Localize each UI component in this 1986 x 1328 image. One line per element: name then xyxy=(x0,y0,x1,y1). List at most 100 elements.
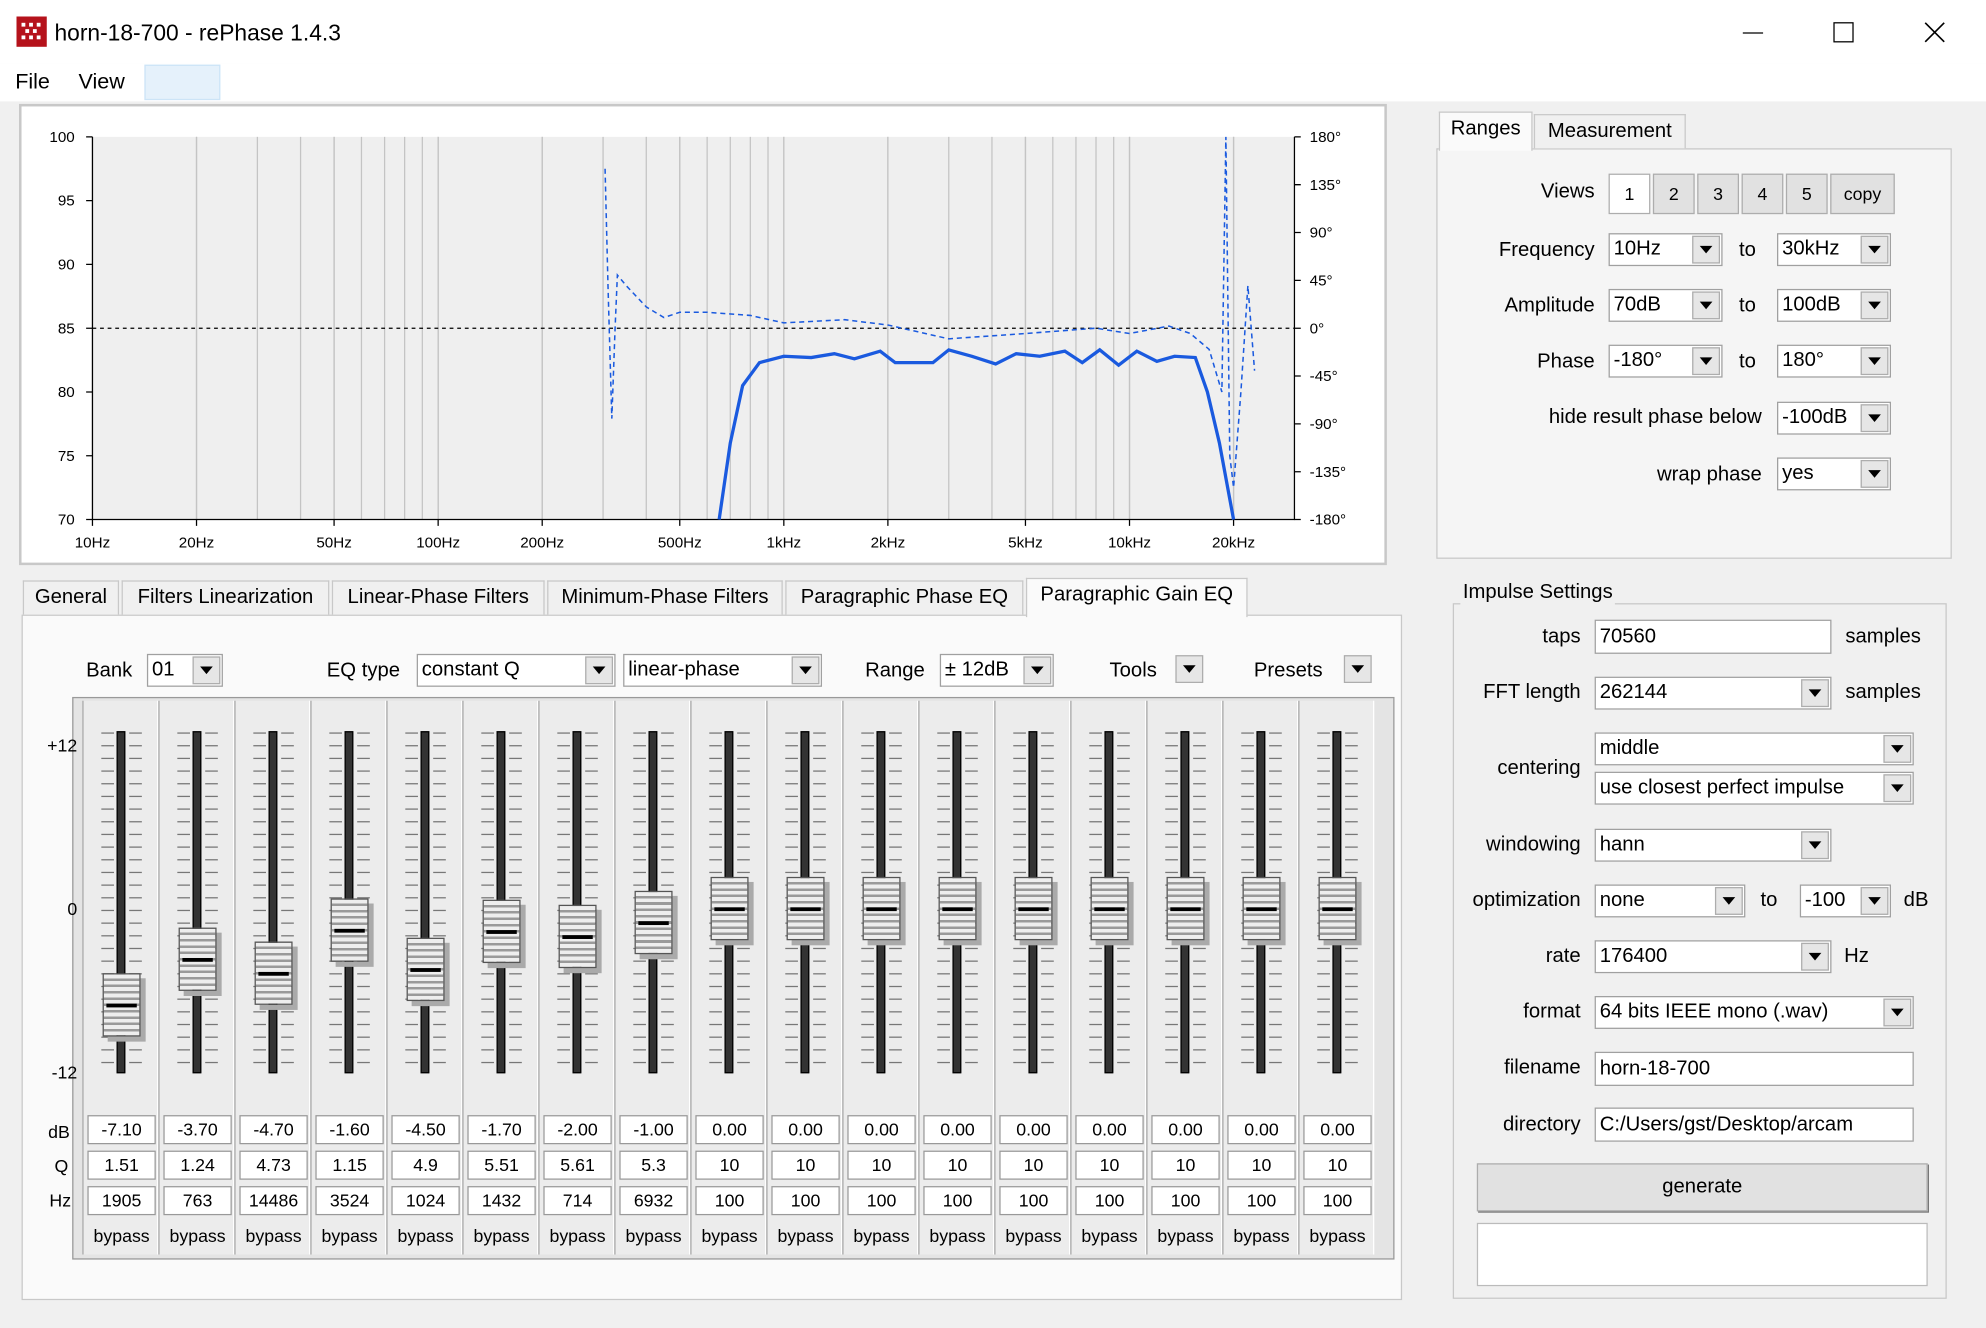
combo[interactable]: constant Q xyxy=(416,653,616,687)
dropdown-arrow[interactable] xyxy=(1860,347,1889,376)
combo[interactable]: none xyxy=(1594,884,1746,918)
slider-knob[interactable] xyxy=(786,876,825,941)
combo[interactable]: linear-phase xyxy=(623,653,823,687)
slider-knob[interactable] xyxy=(938,876,977,941)
slider-knob[interactable] xyxy=(862,876,901,941)
db-field[interactable]: 0.00 xyxy=(923,1115,992,1145)
slider-knob[interactable] xyxy=(254,940,293,1005)
hz-field[interactable]: 1024 xyxy=(391,1186,460,1216)
tab[interactable]: Linear-Phase Filters xyxy=(331,580,545,615)
bypass-toggle[interactable]: bypass xyxy=(93,1225,150,1246)
slider-knob[interactable] xyxy=(1166,876,1205,941)
hz-field[interactable]: 763 xyxy=(163,1186,232,1216)
menu-item[interactable]: View xyxy=(78,69,125,94)
dropdown-arrow[interactable] xyxy=(1883,998,1912,1027)
combo[interactable]: middle xyxy=(1594,732,1914,766)
hz-field[interactable]: 100 xyxy=(847,1186,916,1216)
q-field[interactable]: 1.51 xyxy=(87,1150,156,1180)
dropdown-arrow[interactable] xyxy=(1860,291,1889,320)
tab[interactable]: Paragraphic Phase EQ xyxy=(785,580,1024,615)
directory-field[interactable]: C:/Users/gst/Desktop/arcam xyxy=(1594,1107,1914,1142)
dropdown-arrow[interactable] xyxy=(1860,887,1889,915)
db-field[interactable]: 0.00 xyxy=(1151,1115,1220,1145)
combo[interactable]: hann xyxy=(1594,828,1832,862)
view-button[interactable]: 3 xyxy=(1697,173,1740,215)
q-field[interactable]: 1.24 xyxy=(163,1150,232,1180)
view-button[interactable]: 4 xyxy=(1741,173,1784,215)
slider-knob[interactable] xyxy=(1318,876,1357,941)
slider-knob[interactable] xyxy=(1242,876,1281,941)
hz-field[interactable]: 100 xyxy=(1303,1186,1372,1216)
hz-field[interactable]: 1905 xyxy=(87,1186,156,1216)
slider-knob[interactable] xyxy=(178,927,217,991)
view-button[interactable]: 2 xyxy=(1652,173,1695,215)
slider-knob[interactable] xyxy=(1090,876,1129,941)
combo[interactable]: 64 bits IEEE mono (.wav) xyxy=(1594,996,1914,1029)
taps-field[interactable]: 70560 xyxy=(1594,619,1832,654)
q-field[interactable]: 10 xyxy=(695,1150,764,1180)
combo[interactable]: 70dB xyxy=(1608,288,1723,322)
slider-knob[interactable] xyxy=(406,938,445,1002)
tools-dropdown[interactable] xyxy=(1172,654,1205,687)
bypass-toggle[interactable]: bypass xyxy=(929,1225,986,1246)
db-field[interactable]: -4.70 xyxy=(239,1115,308,1145)
slider-knob[interactable] xyxy=(330,898,369,963)
view-button[interactable]: 1 xyxy=(1608,173,1651,215)
dropdown-arrow[interactable] xyxy=(1714,887,1743,915)
q-field[interactable]: 10 xyxy=(1151,1150,1220,1180)
hz-field[interactable]: 100 xyxy=(771,1186,840,1216)
bypass-toggle[interactable]: bypass xyxy=(549,1225,606,1246)
db-field[interactable]: 0.00 xyxy=(771,1115,840,1145)
db-field[interactable]: -2.00 xyxy=(543,1115,612,1145)
combo[interactable]: -100dB xyxy=(1777,401,1892,435)
dropdown-arrow[interactable] xyxy=(1692,291,1721,320)
db-field[interactable]: -7.10 xyxy=(87,1115,156,1145)
q-field[interactable]: 10 xyxy=(1227,1150,1296,1180)
hz-field[interactable]: 14486 xyxy=(239,1186,308,1216)
dropdown-arrow[interactable] xyxy=(1860,235,1889,264)
tab[interactable]: Ranges xyxy=(1438,111,1533,151)
hz-field[interactable]: 1432 xyxy=(467,1186,536,1216)
q-field[interactable]: 4.73 xyxy=(239,1150,308,1180)
combo[interactable]: -100 xyxy=(1799,884,1892,918)
q-field[interactable]: 10 xyxy=(1303,1150,1372,1180)
dropdown-arrow[interactable] xyxy=(1801,831,1829,860)
dropdown-arrow[interactable] xyxy=(1860,404,1889,433)
combo[interactable]: yes xyxy=(1777,457,1892,491)
hz-field[interactable]: 100 xyxy=(695,1186,764,1216)
dropdown-arrow[interactable] xyxy=(1023,656,1052,685)
db-field[interactable]: -1.00 xyxy=(619,1115,688,1145)
combo[interactable]: 176400 xyxy=(1594,940,1832,974)
dropdown-arrow[interactable] xyxy=(1883,734,1912,763)
q-field[interactable]: 5.61 xyxy=(543,1150,612,1180)
combo[interactable]: 01 xyxy=(146,653,223,687)
db-field[interactable]: 0.00 xyxy=(1075,1115,1144,1145)
q-field[interactable]: 10 xyxy=(999,1150,1068,1180)
bypass-toggle[interactable]: bypass xyxy=(1233,1225,1290,1246)
bypass-toggle[interactable]: bypass xyxy=(1005,1225,1062,1246)
q-field[interactable]: 4.9 xyxy=(391,1150,460,1180)
dropdown-arrow[interactable] xyxy=(585,656,614,685)
hz-field[interactable]: 100 xyxy=(999,1186,1068,1216)
slider-knob[interactable] xyxy=(710,876,749,941)
bypass-toggle[interactable]: bypass xyxy=(701,1225,758,1246)
db-field[interactable]: -1.70 xyxy=(467,1115,536,1145)
close[interactable] xyxy=(1924,22,1945,43)
q-field[interactable]: 10 xyxy=(847,1150,916,1180)
combo[interactable]: 262144 xyxy=(1594,676,1832,710)
slider-knob[interactable] xyxy=(482,900,521,964)
hz-field[interactable]: 714 xyxy=(543,1186,612,1216)
dropdown-arrow[interactable] xyxy=(1175,655,1204,684)
bypass-toggle[interactable]: bypass xyxy=(169,1225,226,1246)
tab[interactable]: Minimum-Phase Filters xyxy=(547,580,783,615)
q-field[interactable]: 1.15 xyxy=(315,1150,384,1180)
bypass-toggle[interactable]: bypass xyxy=(473,1225,530,1246)
bypass-toggle[interactable]: bypass xyxy=(777,1225,834,1246)
dropdown-arrow[interactable] xyxy=(1883,774,1912,803)
view-button[interactable]: 5 xyxy=(1785,173,1828,215)
hz-field[interactable]: 3524 xyxy=(315,1186,384,1216)
maximize[interactable] xyxy=(1833,22,1854,43)
presets-dropdown[interactable] xyxy=(1340,654,1373,687)
q-field[interactable]: 10 xyxy=(1075,1150,1144,1180)
dropdown-arrow[interactable] xyxy=(1860,459,1889,488)
